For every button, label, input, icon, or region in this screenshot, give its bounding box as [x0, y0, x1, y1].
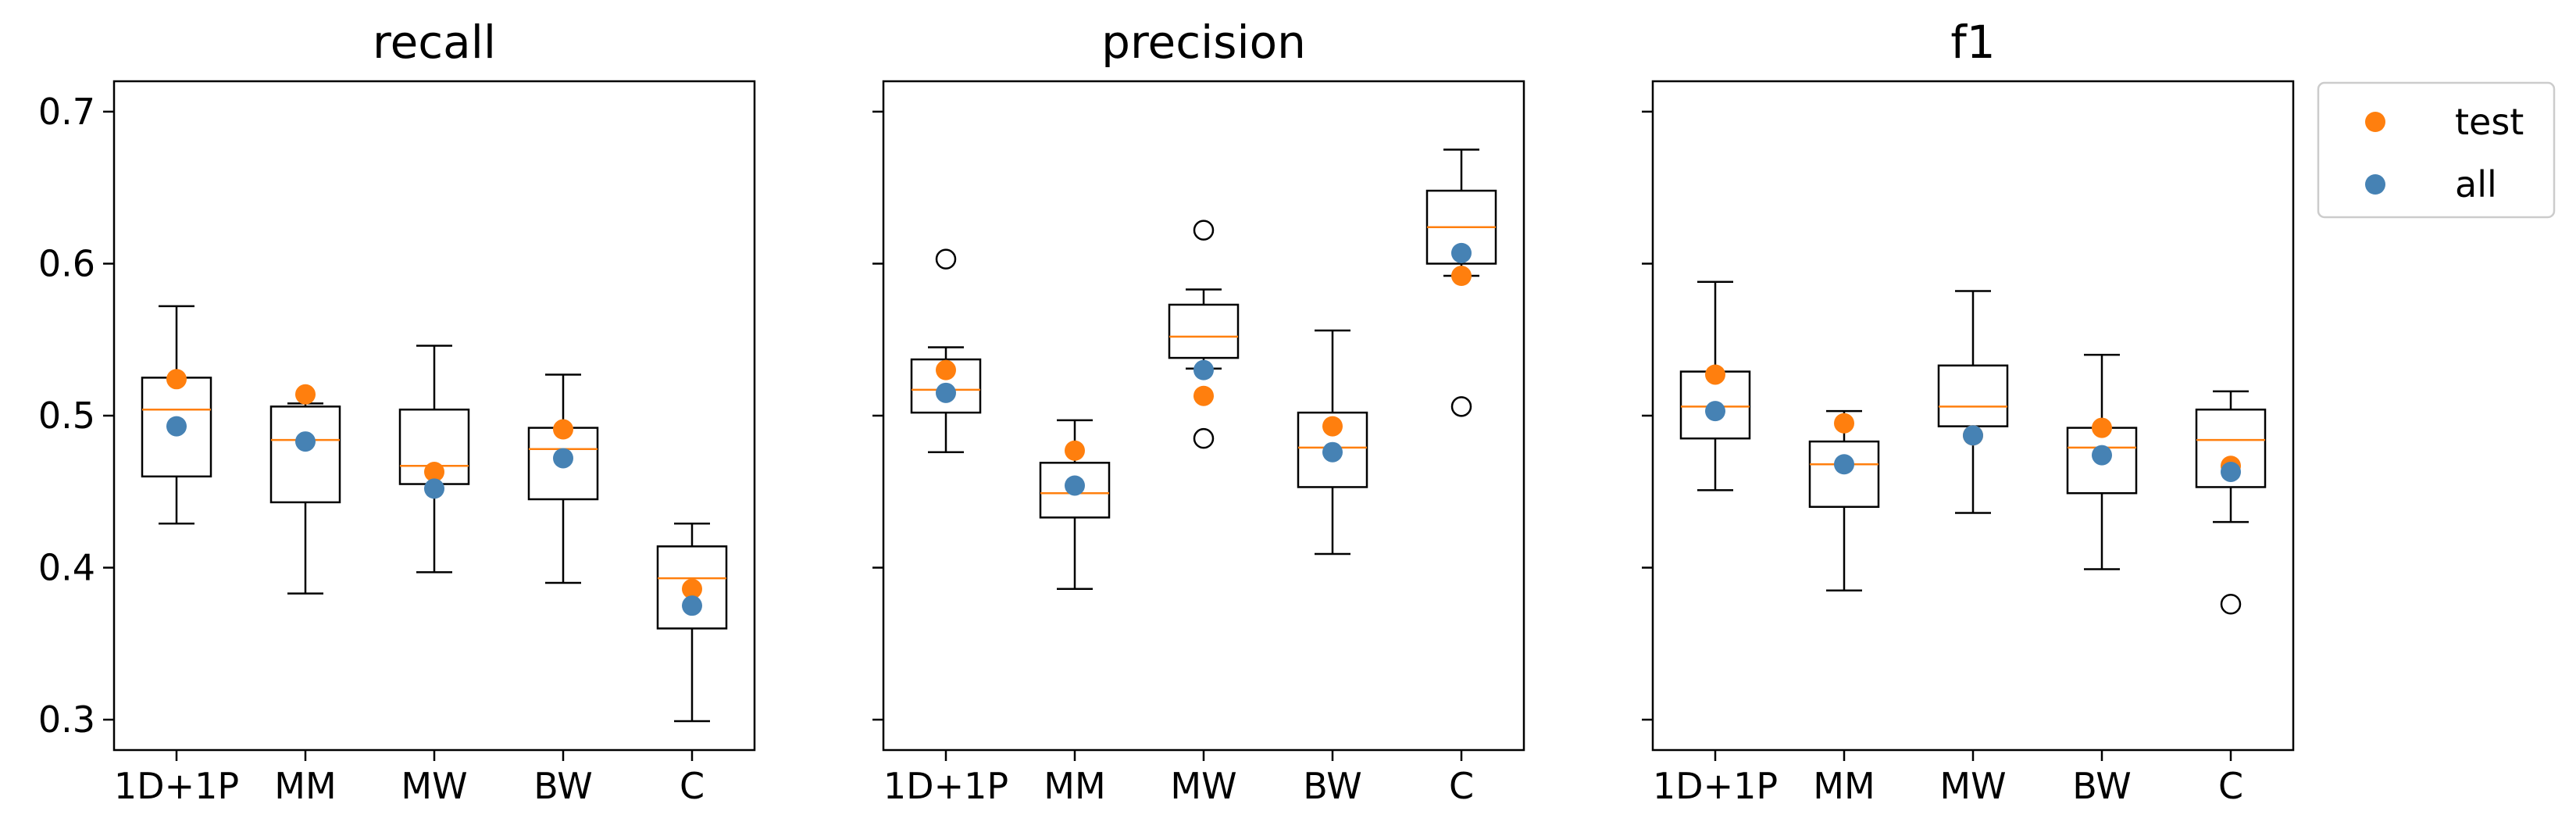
point-all — [424, 478, 444, 499]
point-all — [1963, 425, 1983, 446]
iqr-box — [1168, 303, 1240, 359]
iqr-box — [656, 545, 728, 630]
axes-frame — [882, 80, 1525, 752]
point-all — [166, 416, 187, 437]
box-1D+1P — [910, 248, 982, 453]
x-tick-label: C — [1449, 765, 1474, 807]
legend-marker-test — [2365, 112, 2385, 132]
point-all — [936, 382, 956, 403]
x-tick-label: MW — [1939, 765, 2006, 807]
point-all — [1451, 242, 1472, 263]
point-test — [166, 369, 187, 390]
iqr-box — [269, 405, 341, 504]
outlier-point — [1450, 396, 1472, 417]
point-test — [1322, 416, 1343, 437]
legend-marker-all — [2365, 174, 2385, 195]
x-tick-label: MM — [1813, 765, 1875, 807]
x-tick-label: MM — [274, 765, 336, 807]
y-tick-label: 0.6 — [38, 242, 95, 284]
point-all — [295, 431, 316, 452]
outlier-point — [935, 248, 957, 270]
panel-title: f1 — [1950, 16, 1995, 69]
panel-title: recall — [373, 16, 496, 69]
x-tick-label: C — [680, 765, 705, 807]
x-tick-label: BW — [1303, 765, 1361, 807]
point-test — [424, 461, 444, 482]
box-1D+1P — [1679, 280, 1751, 491]
iqr-box — [2195, 408, 2267, 488]
box-BW — [2066, 353, 2138, 570]
panel-precision: precision 1D+1P MM MW BW C — [872, 16, 1525, 807]
legend-label-all: all — [2455, 163, 2497, 205]
point-test — [1705, 364, 1725, 385]
x-tick-label: BW — [2072, 765, 2131, 807]
box-MW — [1937, 290, 2009, 514]
panel-recall: recall 0.3 0.4 0.5 0.6 0.7 1D+1P MM MW BW C — [38, 16, 756, 807]
box-1D+1P — [141, 305, 212, 525]
box-MM — [1808, 409, 1880, 591]
point-all — [1705, 401, 1725, 422]
iqr-box — [1297, 411, 1368, 488]
point-all — [553, 448, 573, 469]
y-tick-label: 0.4 — [38, 547, 95, 589]
point-test — [2092, 417, 2112, 438]
point-test — [1193, 385, 1214, 406]
x-tick-label: 1D+1P — [114, 765, 239, 807]
x-tick-label: 1D+1P — [1653, 765, 1778, 807]
box-C — [656, 522, 728, 723]
x-tick-label: BW — [533, 765, 592, 807]
point-test — [1834, 413, 1854, 434]
point-all — [682, 595, 702, 616]
outlier-point — [2220, 593, 2242, 615]
axes-frame — [1651, 80, 2295, 752]
point-test — [1451, 266, 1472, 287]
point-all — [1065, 475, 1085, 496]
point-all — [1322, 441, 1343, 463]
point-all — [1193, 359, 1214, 380]
box-MM — [1039, 419, 1111, 591]
iqr-box — [910, 358, 982, 414]
point-test — [682, 578, 702, 599]
y-tick-label: 0.5 — [38, 395, 95, 437]
y-tick-label: 0.7 — [38, 91, 95, 133]
x-tick-label: C — [2218, 765, 2243, 807]
x-tick-label: MW — [401, 765, 467, 807]
iqr-box — [1937, 364, 2009, 427]
point-test — [1065, 440, 1085, 461]
axes-frame — [112, 80, 756, 752]
legend: test all — [2317, 81, 2556, 219]
box-MW — [398, 345, 470, 573]
x-tick-label: MW — [1170, 765, 1236, 807]
point-all — [2221, 461, 2241, 482]
point-all — [2092, 445, 2112, 466]
outlier-point — [1193, 427, 1215, 449]
panel-title: precision — [1101, 16, 1306, 69]
x-tick-label: 1D+1P — [883, 765, 1008, 807]
panel-f1: f1 1D+1P MM MW BW C — [1642, 16, 2295, 807]
x-tick-label: MM — [1044, 765, 1105, 807]
point-test — [295, 384, 316, 405]
legend-label-test: test — [2455, 101, 2524, 143]
box-MW — [1168, 220, 1240, 449]
outlier-point — [1193, 220, 1215, 241]
box-C — [2195, 390, 2267, 615]
point-test — [553, 419, 573, 440]
y-tick-label: 0.3 — [38, 698, 95, 741]
box-BW — [527, 373, 599, 584]
iqr-box — [1039, 462, 1111, 519]
box-BW — [1297, 329, 1368, 556]
point-all — [1834, 454, 1854, 475]
point-test — [936, 359, 956, 380]
iqr-box — [1808, 440, 1880, 508]
chart-panels: recall 0.3 0.4 0.5 0.6 0.7 1D+1P MM MW BW Cprecisi… — [38, 16, 2295, 807]
